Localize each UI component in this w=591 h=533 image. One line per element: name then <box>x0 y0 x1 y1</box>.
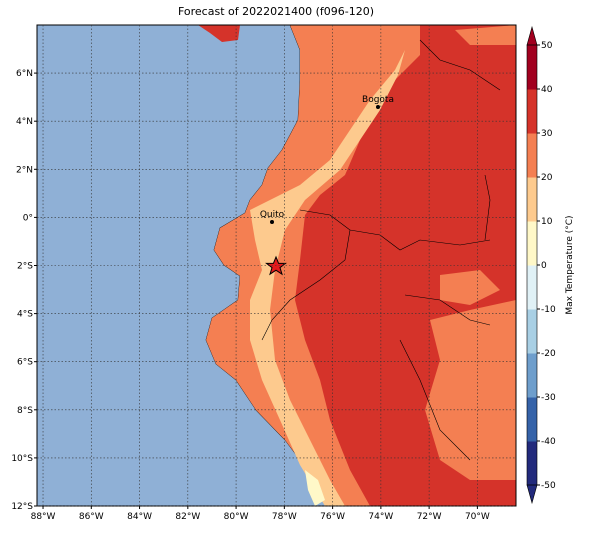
x-tick-label: 82°W <box>175 512 200 522</box>
y-tick-label: 4°N <box>16 117 33 127</box>
x-tick-label: 70°W <box>465 512 490 522</box>
y-tick-label: 2°N <box>16 165 33 175</box>
warm-zone <box>440 270 500 305</box>
colorbar-tick-label: -10 <box>541 305 556 315</box>
chart-title: Forecast of 2022021400 (f096-120) <box>178 5 374 18</box>
colorbar-tick-label: -20 <box>541 349 556 359</box>
colorbar-segment <box>527 221 537 266</box>
y-tick-label: 2°S <box>17 262 33 272</box>
colorbar-tick-label: 10 <box>541 217 553 227</box>
colorbar-tick-label: 0 <box>541 261 547 271</box>
x-tick-label: 74°W <box>368 512 393 522</box>
x-tick-label: 72°W <box>417 512 442 522</box>
colorbar-tick-label: 20 <box>541 173 553 183</box>
y-tick-label: 4°S <box>17 310 33 320</box>
city-label: Bogota <box>362 95 394 105</box>
y-tick-label: 0° <box>23 213 33 223</box>
colorbar-tick-label: 50 <box>541 41 553 51</box>
colorbar-extension <box>526 484 538 505</box>
land <box>198 25 240 42</box>
colorbar-label: Max Temperature (°C) <box>565 215 575 314</box>
colorbar-segment <box>527 89 537 134</box>
colorbar-segment <box>527 441 537 486</box>
y-tick-label: 6°N <box>16 69 33 79</box>
colorbar-segment <box>527 353 537 398</box>
colorbar-segment <box>527 45 537 90</box>
y-tick-label: 10°S <box>11 454 33 464</box>
colorbar-extension <box>526 25 538 46</box>
x-tick-label: 76°W <box>320 512 345 522</box>
x-tick-label: 88°W <box>31 512 56 522</box>
warm-zone <box>206 25 420 506</box>
colorbar-segment <box>527 309 537 354</box>
warm-zone <box>305 470 325 506</box>
colorbar-segment <box>527 397 537 442</box>
y-tick-label: 6°S <box>17 358 33 368</box>
colorbar-segment <box>527 177 537 222</box>
x-tick-label: 80°W <box>224 512 249 522</box>
x-tick-label: 84°W <box>127 512 152 522</box>
colorbar-segment <box>527 265 537 310</box>
colorbar-segment <box>527 133 537 178</box>
colorbar-tick-label: -40 <box>541 437 556 447</box>
colorbar-tick-label: 30 <box>541 129 553 139</box>
colorbar-tick-label: -30 <box>541 393 556 403</box>
city-marker <box>376 105 380 109</box>
y-tick-label: 8°S <box>17 406 33 416</box>
warm-zone <box>425 300 516 480</box>
city-marker <box>270 220 274 224</box>
colorbar-tick-label: -50 <box>541 481 556 491</box>
y-tick-label: 12°S <box>11 502 33 512</box>
colorbar-tick-label: 40 <box>541 85 553 95</box>
x-tick-label: 86°W <box>79 512 104 522</box>
city-label: Quito <box>260 210 285 220</box>
warm-zone <box>455 25 516 45</box>
x-tick-label: 78°W <box>272 512 297 522</box>
